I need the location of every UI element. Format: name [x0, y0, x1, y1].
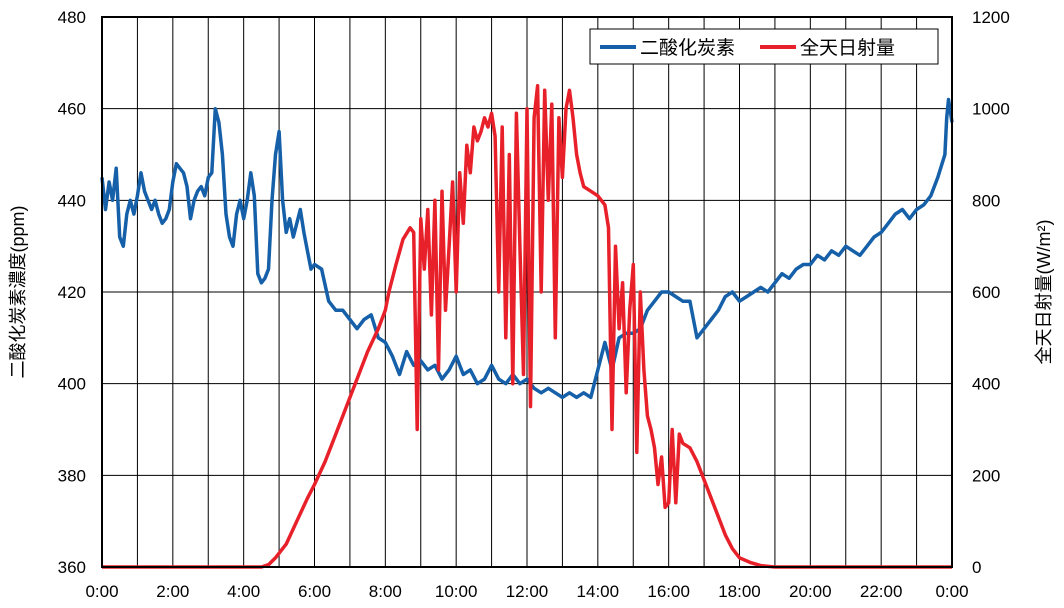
- y-right-tick-label: 200: [972, 466, 1000, 485]
- right-axis-title: 全天日射量(W/m²): [1034, 220, 1054, 365]
- legend: 二酸化炭素 全天日射量: [589, 28, 939, 65]
- x-tick-label: 8:00: [369, 582, 402, 601]
- y-right-tick-label: 1000: [972, 100, 1010, 119]
- y-right-tick-label: 800: [972, 191, 1000, 210]
- left-axis-title: 二酸化炭素濃度(ppm): [8, 205, 28, 378]
- y-right-tick-label: 1200: [972, 8, 1010, 27]
- x-tick-label: 10:00: [435, 582, 478, 601]
- x-tick-label: 16:00: [647, 582, 690, 601]
- grid-lines: [101, 16, 953, 568]
- x-tick-label: 20:00: [789, 582, 832, 601]
- y-left-tick-label: 420: [58, 283, 86, 302]
- y-left-tick-label: 460: [58, 100, 86, 119]
- legend-label-co2: 二酸化炭素: [640, 37, 735, 59]
- y-right-tick-label: 400: [972, 375, 1000, 394]
- y-left-tick-label: 380: [58, 466, 86, 485]
- x-tick-label: 18:00: [718, 582, 761, 601]
- x-tick-label: 0:00: [935, 582, 968, 601]
- y-left-tick-label: 480: [58, 8, 86, 27]
- y-left-tick-label: 400: [58, 375, 86, 394]
- x-tick-label: 4:00: [227, 582, 260, 601]
- series-line-co2: [100, 97, 954, 400]
- series-lines: [100, 84, 954, 569]
- x-tick-label: 2:00: [156, 582, 189, 601]
- x-tick-label: 22:00: [860, 582, 903, 601]
- x-tick-label: 14:00: [577, 582, 620, 601]
- y-right-tick-label: 0: [972, 558, 981, 577]
- x-tick-label: 0:00: [85, 582, 118, 601]
- y-left-tick-label: 360: [58, 558, 86, 577]
- tick-labels: 0:00 2:00 4:00 6:00 8:00 10:00 12:00 14:00 16:00…: [58, 8, 1010, 601]
- x-tick-label: 6:00: [298, 582, 331, 601]
- plot-frame: [101, 16, 953, 568]
- y-right-tick-label: 600: [972, 283, 1000, 302]
- series-line-solar: [102, 84, 952, 569]
- x-tick-label: 12:00: [506, 582, 549, 601]
- legend-label-solar: 全天日射量: [800, 37, 895, 59]
- y-left-tick-label: 440: [58, 191, 86, 210]
